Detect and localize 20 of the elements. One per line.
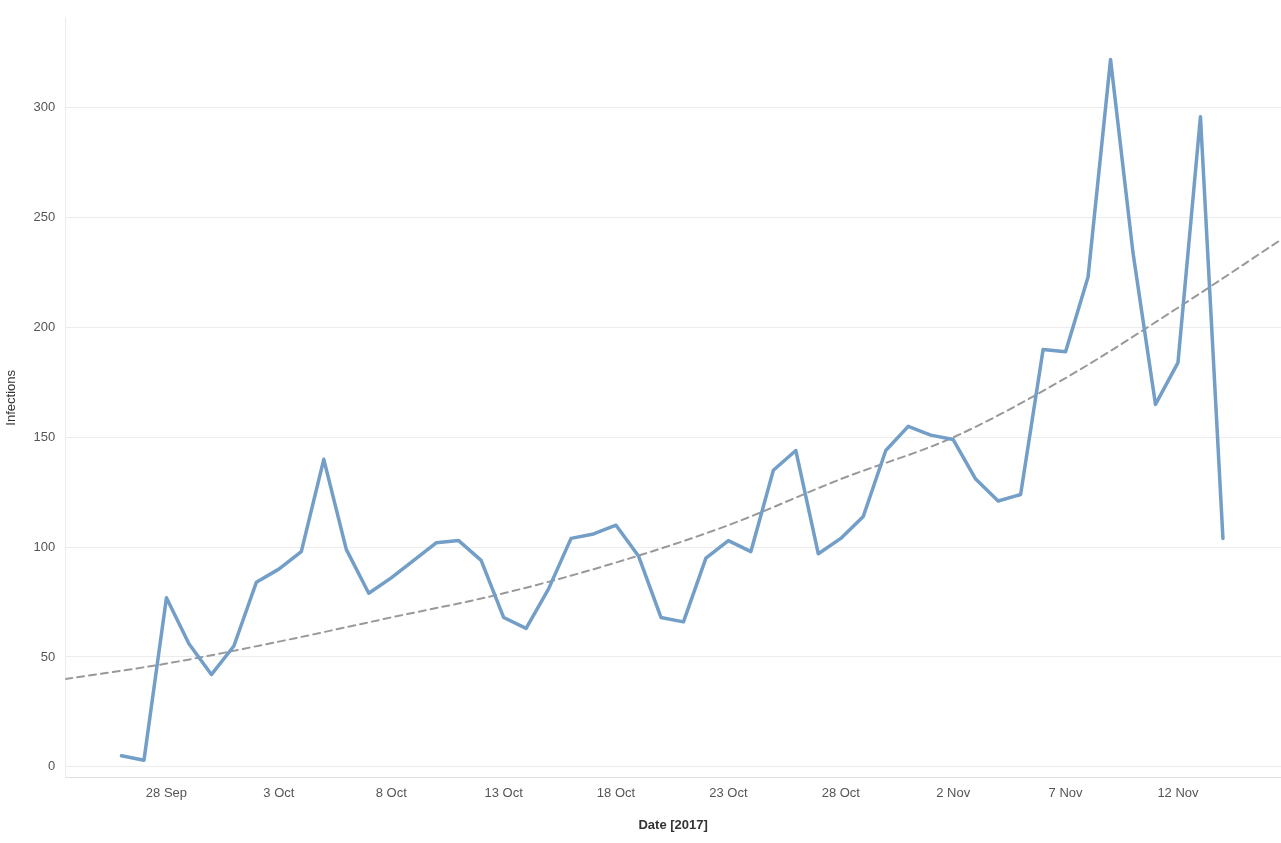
y-tick-label: 50: [40, 648, 56, 664]
x-tick-label: 23 Oct: [709, 785, 748, 801]
y-tick-label: 250: [33, 209, 56, 225]
y-tick-label: 0: [48, 758, 56, 774]
x-tick-label: 13 Oct: [484, 785, 524, 801]
y-tick-label: 150: [33, 428, 56, 444]
x-tick-label: 3 Oct: [263, 785, 295, 801]
x-tick-label: 12 Nov: [1157, 785, 1200, 801]
x-tick-label: 28 Sep: [145, 785, 188, 801]
y-axis-title: Infections: [3, 369, 19, 426]
line-series: [65, 238, 1281, 680]
y-tick-label: 300: [33, 99, 56, 115]
x-tick-label: 28 Oct: [821, 785, 861, 801]
x-tick-label: 18 Oct: [596, 785, 636, 801]
x-tick-label: 7 Nov: [1048, 785, 1084, 801]
y-tick-label: 100: [33, 538, 56, 554]
x-axis-title: Date [2017]: [638, 816, 708, 832]
x-tick-label: 8 Oct: [375, 785, 408, 801]
y-tick-label: 200: [33, 319, 56, 335]
x-tick-label: 2 Nov: [936, 785, 971, 801]
